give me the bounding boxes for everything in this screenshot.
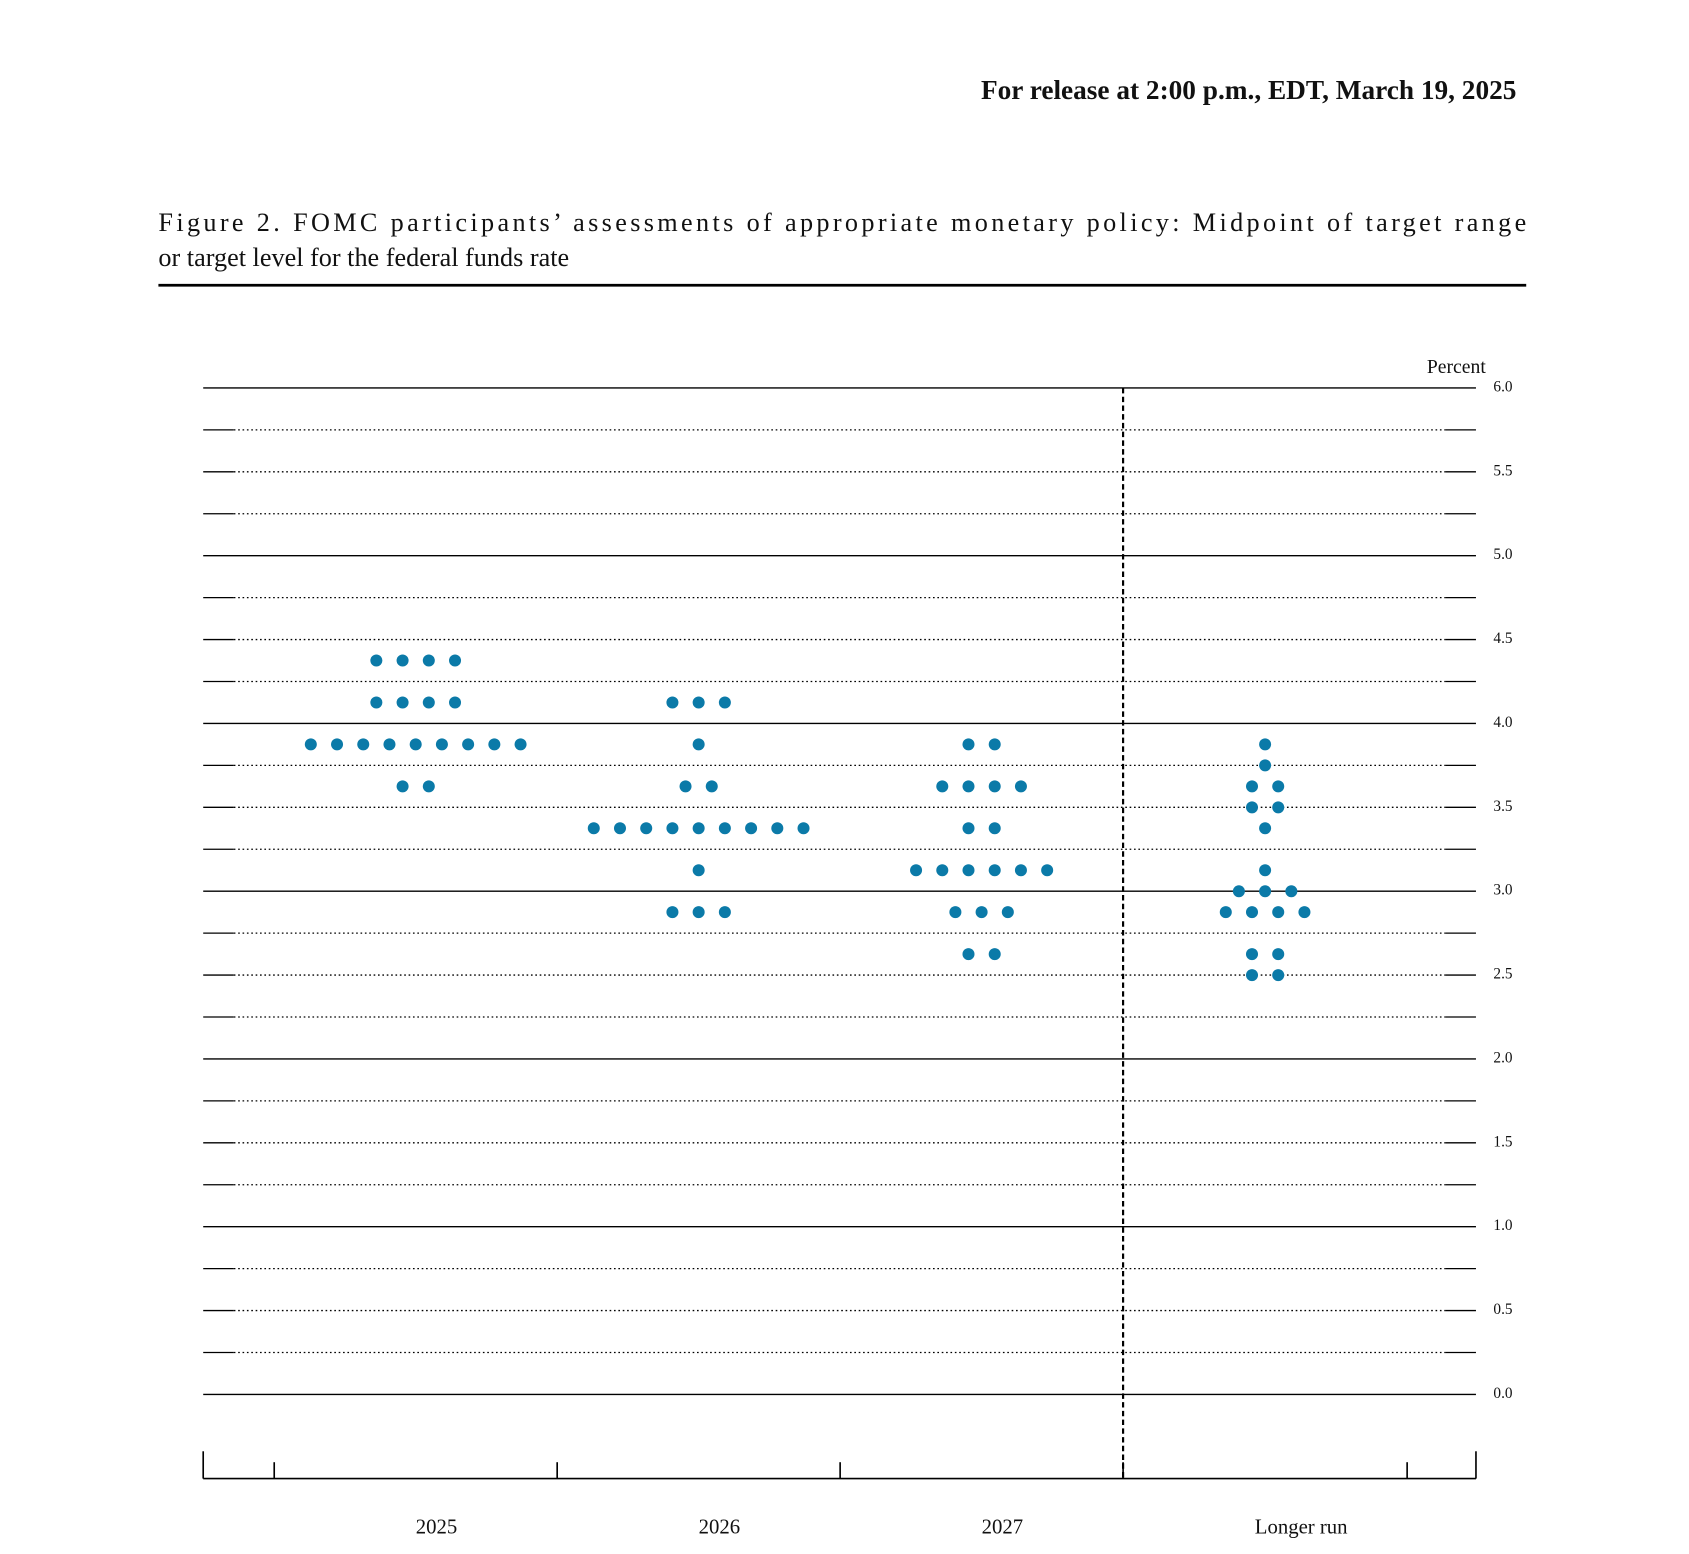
dot	[962, 738, 975, 751]
dot	[613, 822, 627, 835]
y-tick-label: 1.5	[1493, 1133, 1512, 1150]
y-tick-label: 2.5	[1493, 966, 1512, 983]
dot	[1041, 864, 1054, 877]
dot	[449, 654, 462, 667]
dot	[1259, 759, 1272, 772]
dot	[962, 948, 975, 961]
dot	[1232, 885, 1245, 898]
dot	[357, 738, 370, 751]
dot	[1245, 969, 1259, 982]
dot	[1259, 864, 1272, 877]
dot	[383, 738, 396, 751]
dot	[692, 864, 705, 877]
dot	[462, 738, 475, 751]
dot	[988, 822, 1001, 835]
dot	[705, 780, 718, 793]
dot	[409, 738, 422, 751]
dot	[1245, 801, 1259, 814]
y-tick-label: 3.5	[1493, 798, 1512, 815]
dot	[975, 906, 988, 919]
y-tick-label: 2.0	[1493, 1049, 1512, 1066]
x-tick-label: 2025	[416, 1517, 457, 1539]
dot	[988, 864, 1001, 877]
x-tick-label: Longer run	[1255, 1517, 1348, 1539]
dot	[962, 780, 975, 793]
dot	[988, 948, 1001, 961]
dot	[936, 780, 949, 793]
dot	[1272, 801, 1285, 814]
dot	[1245, 948, 1259, 961]
dot	[1285, 885, 1298, 898]
y-tick-label: 0.5	[1493, 1301, 1512, 1318]
dot	[422, 654, 435, 667]
dot	[692, 906, 705, 919]
y-tick-label: 5.5	[1493, 462, 1512, 479]
dot	[666, 696, 679, 709]
dot	[422, 696, 435, 709]
dot	[679, 780, 692, 793]
dot	[587, 822, 600, 835]
x-axis	[202, 1451, 1477, 1480]
dot	[962, 864, 975, 877]
dot	[514, 738, 527, 751]
dot	[304, 738, 317, 751]
dot	[370, 696, 383, 709]
figure-title: or target level for the federal funds ra…	[158, 243, 569, 272]
dot	[435, 738, 448, 751]
dot	[488, 738, 501, 751]
dot	[1219, 906, 1232, 919]
dot	[718, 696, 731, 709]
dot	[797, 822, 810, 835]
dot	[1259, 885, 1272, 898]
dot	[1259, 822, 1272, 835]
dot	[666, 822, 679, 835]
release-header: For release at 2:00 p.m., EDT, March 19,…	[981, 75, 1516, 105]
dot	[1272, 906, 1285, 919]
dot	[396, 654, 409, 667]
dot	[1272, 948, 1285, 961]
dot	[988, 738, 1001, 751]
dot	[692, 696, 705, 709]
dot	[771, 822, 784, 835]
dot	[949, 906, 962, 919]
dot	[370, 654, 383, 667]
x-tick-label: 2026	[699, 1517, 740, 1539]
dot	[1272, 969, 1285, 982]
dot	[718, 822, 731, 835]
dot	[1259, 738, 1272, 751]
dot	[692, 822, 705, 835]
dot	[1245, 906, 1259, 919]
dot	[745, 822, 758, 835]
dot	[1245, 780, 1259, 793]
dot	[449, 696, 462, 709]
dot	[1272, 780, 1285, 793]
dot	[1014, 780, 1027, 793]
y-tick-label: 0.0	[1493, 1385, 1512, 1402]
dot	[331, 738, 344, 751]
y-tick-label: 4.0	[1493, 714, 1512, 731]
dot	[988, 780, 1001, 793]
dot	[1001, 906, 1014, 919]
dot	[962, 822, 975, 835]
dot	[396, 696, 409, 709]
dot	[640, 822, 653, 835]
dot	[1298, 906, 1311, 919]
y-tick-label: 5.0	[1493, 546, 1512, 563]
y-tick-label: 6.0	[1493, 378, 1512, 395]
y-tick-label: 4.5	[1493, 630, 1512, 647]
figure-title: Figure 2. FOMC participants’ assessments…	[158, 208, 1526, 237]
y-tick-label: 3.0	[1493, 882, 1512, 899]
x-tick-label: 2027	[982, 1517, 1023, 1539]
dot	[666, 906, 679, 919]
dot	[936, 864, 949, 877]
dot	[396, 780, 409, 793]
dot	[718, 906, 731, 919]
dot	[1014, 864, 1027, 877]
dot	[422, 780, 435, 793]
y-tick-label: 1.0	[1493, 1217, 1512, 1234]
dot	[692, 738, 705, 751]
axis-label: Percent	[1427, 356, 1486, 378]
dot	[910, 864, 923, 877]
